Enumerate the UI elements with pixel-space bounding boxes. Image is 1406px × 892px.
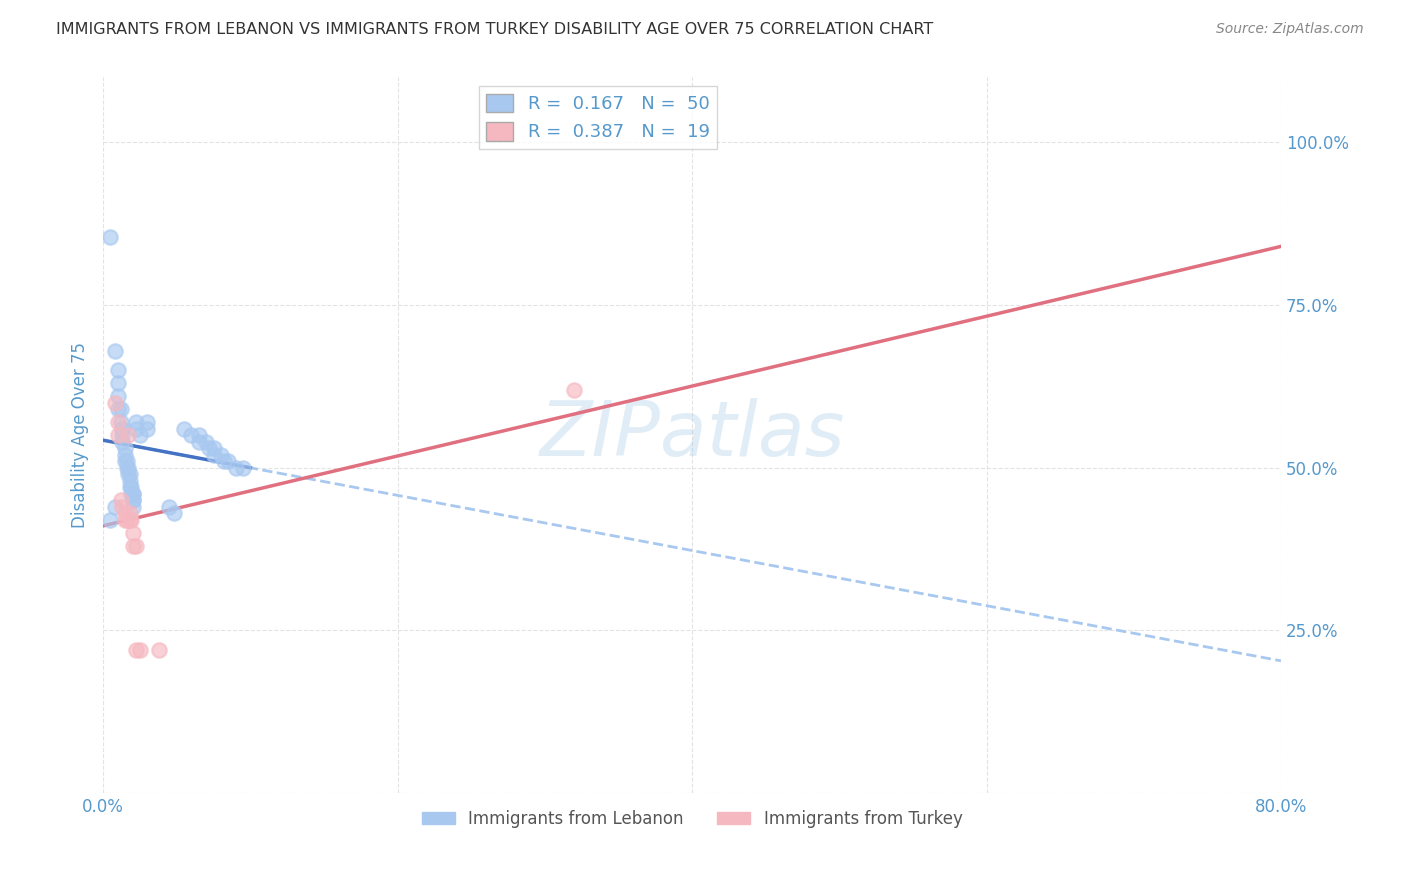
Point: [100, 229, 122, 244]
Point: [121, 500, 143, 514]
Point: [198, 441, 221, 455]
Point: [129, 428, 152, 442]
Point: [121, 486, 143, 500]
Point: [118, 506, 141, 520]
Point: [115, 512, 138, 526]
Point: [157, 500, 180, 514]
Point: [107, 428, 129, 442]
Point: [562, 383, 585, 397]
Point: [136, 415, 159, 429]
Point: [124, 539, 146, 553]
Point: [209, 448, 232, 462]
Point: [180, 428, 202, 442]
Point: [121, 493, 143, 508]
Point: [118, 480, 141, 494]
Point: [100, 512, 122, 526]
Point: [124, 642, 146, 657]
Point: [129, 642, 152, 657]
Point: [148, 642, 170, 657]
Point: [110, 415, 132, 429]
Point: [136, 421, 159, 435]
Text: Source: ZipAtlas.com: Source: ZipAtlas.com: [1216, 22, 1364, 37]
Point: [107, 415, 129, 429]
Point: [121, 525, 143, 540]
Point: [104, 500, 127, 514]
Point: [232, 460, 254, 475]
Point: [121, 539, 143, 553]
Point: [120, 512, 142, 526]
Point: [115, 454, 138, 468]
Point: [124, 415, 146, 429]
Point: [110, 493, 132, 508]
Point: [124, 421, 146, 435]
Point: [212, 454, 235, 468]
Point: [121, 493, 143, 508]
Text: IMMIGRANTS FROM LEBANON VS IMMIGRANTS FROM TURKEY DISABILITY AGE OVER 75 CORRELA: IMMIGRANTS FROM LEBANON VS IMMIGRANTS FR…: [56, 22, 934, 37]
Point: [111, 500, 134, 514]
Point: [117, 467, 139, 481]
Point: [117, 460, 139, 475]
Y-axis label: Disability Age Over 75: Disability Age Over 75: [72, 342, 89, 528]
Point: [111, 434, 134, 449]
Point: [187, 428, 209, 442]
Point: [173, 421, 195, 435]
Point: [195, 434, 218, 449]
Point: [107, 363, 129, 377]
Point: [217, 454, 239, 468]
Point: [104, 343, 127, 358]
Point: [187, 434, 209, 449]
Point: [110, 402, 132, 417]
Point: [107, 402, 129, 417]
Point: [114, 454, 136, 468]
Point: [225, 460, 247, 475]
Point: [117, 428, 139, 442]
Text: ZIPatlas: ZIPatlas: [540, 398, 845, 472]
Point: [107, 389, 129, 403]
Point: [114, 512, 136, 526]
Point: [114, 506, 136, 520]
Point: [118, 474, 141, 488]
Point: [202, 448, 225, 462]
Point: [114, 448, 136, 462]
Point: [118, 512, 141, 526]
Point: [118, 467, 141, 481]
Point: [121, 486, 143, 500]
Point: [163, 506, 186, 520]
Point: [120, 480, 142, 494]
Point: [111, 421, 134, 435]
Point: [115, 460, 138, 475]
Point: [120, 486, 142, 500]
Point: [202, 441, 225, 455]
Legend: Immigrants from Lebanon, Immigrants from Turkey: Immigrants from Lebanon, Immigrants from…: [415, 803, 969, 834]
Point: [104, 395, 127, 409]
Point: [114, 441, 136, 455]
Point: [107, 376, 129, 390]
Point: [111, 428, 134, 442]
